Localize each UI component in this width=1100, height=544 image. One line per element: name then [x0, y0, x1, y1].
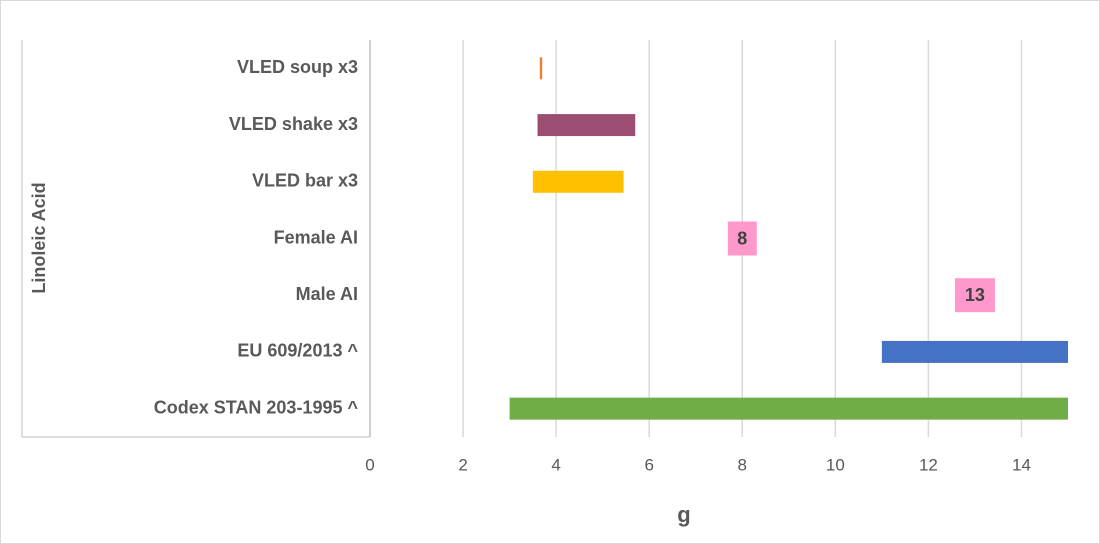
y-tick-label: EU 609/2013 ^ [237, 341, 358, 361]
range-bar [881, 340, 1068, 363]
y-tick-label: Male AI [296, 284, 358, 304]
range-bar [537, 114, 636, 137]
range-bar [539, 57, 543, 80]
y-tick-label: Female AI [274, 227, 358, 247]
x-axis-label: g [677, 502, 690, 527]
x-tick-label: 4 [551, 455, 560, 474]
x-tick-label: 6 [644, 455, 653, 474]
point-label-box [727, 221, 757, 256]
point-label-box [954, 278, 995, 313]
data-label: 8 [737, 228, 747, 248]
y-tick-label: Codex STAN 203-1995 ^ [154, 397, 359, 417]
x-tick-label: 2 [458, 455, 467, 474]
y-axis-label: Linoleic Acid [29, 182, 49, 293]
range-bar [509, 397, 1069, 420]
y-tick-label: VLED bar x3 [252, 171, 358, 191]
data-label: 13 [965, 285, 985, 305]
range-bar [532, 170, 624, 193]
x-tick-label: 10 [826, 455, 845, 474]
x-tick-label: 14 [1012, 455, 1031, 474]
x-tick-label: 8 [738, 455, 747, 474]
y-tick-label: VLED soup x3 [237, 57, 358, 77]
x-tick-label: 12 [919, 455, 938, 474]
x-tick-label: 0 [365, 455, 374, 474]
y-tick-label: VLED shake x3 [229, 114, 358, 134]
